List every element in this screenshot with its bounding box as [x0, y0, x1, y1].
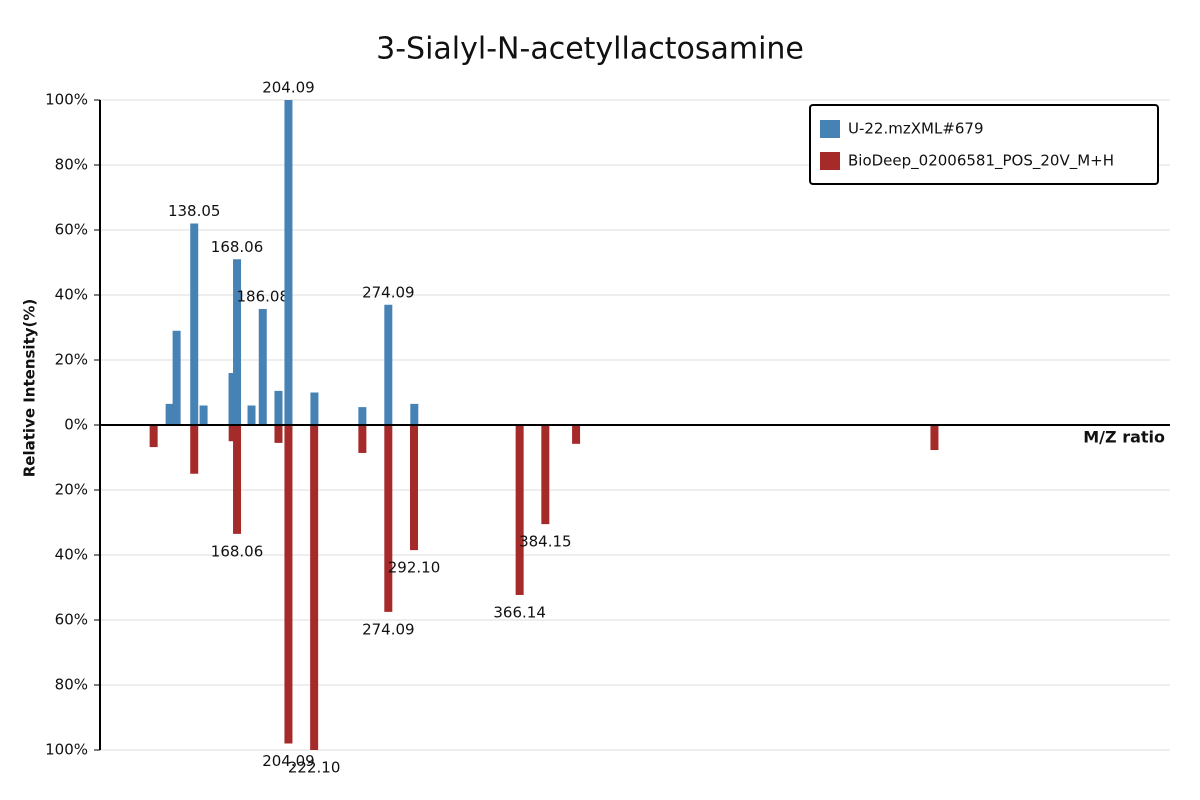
y-tick-label: 20%: [55, 481, 88, 499]
legend-label: U-22.mzXML#679: [848, 120, 984, 138]
y-tick-label: 80%: [55, 676, 88, 694]
peak-bar: [515, 425, 524, 595]
y-tick-label: 40%: [55, 286, 88, 304]
y-tick-label: 60%: [55, 611, 88, 629]
peak-bar: [190, 425, 199, 474]
y-tick-label: 80%: [55, 156, 88, 174]
peak-bar: [284, 100, 293, 425]
peak-bar: [233, 259, 242, 425]
legend-swatch: [820, 152, 840, 170]
peak-bar: [358, 407, 367, 425]
peak-bar: [541, 425, 550, 525]
peak-bar: [284, 425, 293, 744]
peak-label: 204.09: [262, 752, 315, 770]
peak-label: 168.06: [211, 542, 264, 560]
peak-bar: [572, 425, 581, 444]
peak-bar: [199, 405, 208, 425]
legend-swatch: [820, 120, 840, 138]
peak-bar: [247, 405, 256, 425]
peak-bar: [310, 425, 319, 750]
y-tick-label: 40%: [55, 546, 88, 564]
peak-bar: [384, 304, 393, 425]
peak-bar: [310, 392, 319, 425]
peak-bar: [149, 425, 158, 448]
peak-bar: [274, 425, 283, 443]
peak-label: 292.10: [388, 559, 441, 577]
y-axis-label: Relative Intensity(%): [21, 299, 39, 478]
y-tick-label: 60%: [55, 221, 88, 239]
peak-label: 168.06: [211, 238, 264, 256]
peak-label: 138.05: [168, 202, 221, 220]
peak-label: 186.08: [237, 287, 290, 305]
peak-bar: [384, 425, 393, 612]
peak-label: 222.10: [288, 759, 341, 777]
peak-bar: [233, 425, 242, 534]
y-tick-label: 100%: [45, 741, 88, 759]
peak-label: 366.14: [493, 603, 546, 621]
peak-bar: [258, 308, 267, 425]
peak-bar: [410, 403, 419, 425]
peak-bar: [410, 425, 419, 551]
y-tick-label: 100%: [45, 91, 88, 109]
y-tick-label: 0%: [64, 416, 88, 434]
peak-bar: [190, 223, 199, 425]
peak-bar: [274, 390, 283, 425]
peak-label: 384.15: [519, 533, 572, 551]
peak-label: 274.09: [362, 283, 415, 301]
peak-bar: [930, 425, 939, 451]
peak-label: 204.09: [262, 79, 315, 97]
legend-box: [809, 104, 1159, 185]
peak-bar: [228, 373, 237, 425]
peak-bar: [228, 425, 237, 442]
legend-label: BioDeep_02006581_POS_20V_M+H: [848, 152, 1114, 171]
peak-label: 274.09: [362, 620, 415, 638]
peak-bar: [165, 403, 174, 425]
x-axis-label: M/Z ratio: [1083, 428, 1165, 447]
y-tick-label: 20%: [55, 351, 88, 369]
peak-bar: [172, 330, 181, 425]
peak-bar: [358, 425, 367, 453]
chart-title: 3-Sialyl-N-acetyllactosamine: [376, 32, 804, 67]
